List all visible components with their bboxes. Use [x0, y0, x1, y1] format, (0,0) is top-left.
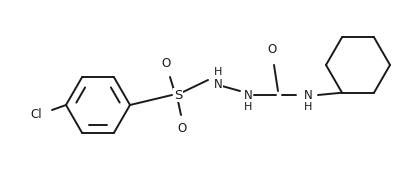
Text: Cl: Cl	[30, 109, 42, 121]
Text: O: O	[267, 42, 277, 56]
Text: N: N	[244, 89, 252, 101]
Text: O: O	[161, 56, 171, 69]
Text: O: O	[177, 122, 187, 136]
Text: H: H	[244, 102, 252, 112]
Text: H: H	[304, 102, 312, 112]
Text: S: S	[174, 89, 182, 101]
Text: N: N	[304, 89, 312, 101]
Text: H: H	[214, 67, 222, 77]
Text: N: N	[214, 78, 222, 90]
